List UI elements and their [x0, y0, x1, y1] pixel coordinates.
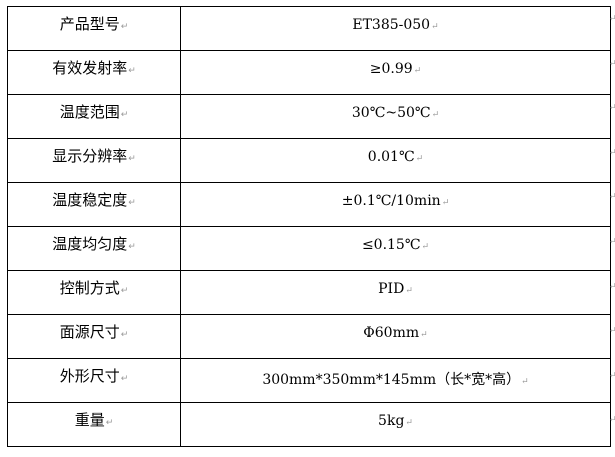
spec-label-cell: 外形尺寸 [7, 358, 181, 403]
table-row: 外形尺寸 300mm*350mm*145mm（长*宽*高） [7, 358, 611, 403]
spec-value: ≥0.99 [370, 61, 421, 77]
spec-value-cell: ≥0.99 [180, 50, 611, 95]
spec-label: 外形尺寸 [60, 367, 129, 385]
spec-value-cell: Φ60mm [180, 314, 611, 359]
spec-label-cell: 显示分辨率 [7, 138, 181, 183]
table-row: 温度范围 30℃~50℃ [7, 94, 611, 139]
spec-label-cell: 产品型号 [7, 6, 181, 51]
row-end-mark: ↵ [609, 237, 615, 247]
spec-label: 温度稳定度 [52, 191, 136, 209]
spec-label: 有效发射率 [52, 59, 136, 77]
spec-value-cell: 30℃~50℃ [180, 94, 611, 139]
spec-value-cell: 0.01℃ [180, 138, 611, 183]
spec-label-cell: 控制方式 [7, 270, 181, 315]
spec-label-cell: 温度均匀度 [7, 226, 181, 271]
spec-label-cell: 面源尺寸 [7, 314, 181, 359]
spec-label: 显示分辨率 [52, 147, 136, 165]
row-end-mark: ↵ [609, 370, 615, 381]
spec-value-cell: 300mm*350mm*145mm（长*宽*高） [180, 358, 611, 403]
table-row: 显示分辨率 0.01℃ [7, 138, 611, 183]
spec-label: 面源尺寸 [60, 323, 129, 341]
row-end-mark: ↵ [609, 103, 615, 114]
row-end-mark: ↵ [609, 326, 615, 337]
row-end-mark: ↵ [609, 147, 615, 158]
row-end-mark: ↵ [609, 415, 615, 426]
spec-label-cell: 温度稳定度 [7, 182, 181, 227]
table-row: 控制方式 PID [7, 270, 611, 315]
table-row: 面源尺寸 Φ60mm [7, 314, 611, 359]
spec-value: ET385-050 [352, 17, 438, 33]
spec-value: 30℃~50℃ [352, 105, 439, 121]
table-row: 温度均匀度 ≤0.15℃ [7, 226, 611, 271]
spec-label: 温度均匀度 [52, 235, 136, 253]
spec-value-cell: ET385-050 [180, 6, 611, 51]
spec-value-cell: PID [180, 270, 611, 315]
row-end-mark: ↵ [609, 58, 615, 69]
spec-value: 5kg [378, 413, 413, 429]
row-end-mark: ↵ [609, 192, 615, 203]
spec-label-cell: 有效发射率 [7, 50, 181, 95]
table-row: 温度稳定度 ±0.1℃/10min [7, 182, 611, 227]
spec-value: ±0.1℃/10min [342, 193, 450, 209]
spec-label-cell: 重量 [7, 402, 181, 447]
spec-label: 产品型号 [60, 15, 129, 33]
spec-value-cell: 5kg [180, 402, 611, 447]
spec-value: ≤0.15℃ [362, 237, 429, 253]
table-row: 有效发射率 ≥0.99 [7, 50, 611, 95]
row-end-mark: ↵ [609, 281, 615, 292]
spec-label-cell: 温度范围 [7, 94, 181, 139]
spec-label: 重量 [75, 411, 114, 429]
spec-table: 产品型号 ET385-050 有效发射率 ≥0.99 温度范围 30℃~50℃ 显示分辨率 0… [7, 6, 611, 447]
table-row: 重量 5kg [7, 402, 611, 447]
spec-value-cell: ≤0.15℃ [180, 226, 611, 271]
spec-value: PID [378, 281, 413, 297]
spec-value: 300mm*350mm*145mm（长*宽*高） [262, 372, 528, 388]
spec-label: 温度范围 [60, 103, 129, 121]
spec-value: Φ60mm [363, 325, 427, 341]
spec-value: 0.01℃ [368, 149, 423, 165]
row-end-mark: ↵ [609, 14, 615, 24]
spec-value-cell: ±0.1℃/10min [180, 182, 611, 227]
table-row: 产品型号 ET385-050 [7, 6, 611, 51]
spec-label: 控制方式 [60, 279, 129, 297]
